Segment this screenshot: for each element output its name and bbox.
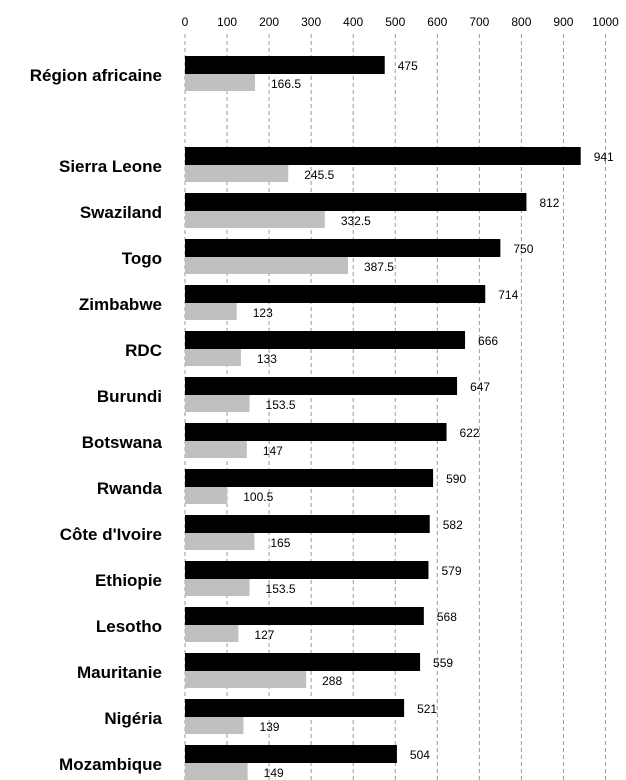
bar-grey [185,579,250,596]
x-tick-label: 1000 [592,15,619,29]
x-axis-tick-labels: 0 100 200 300 400 500 600 700 800 900 1000 [182,15,620,29]
x-tick-label: 900 [553,15,573,29]
category-label: Ethiopie [95,571,162,590]
bar-grey [185,533,255,550]
data-label-black: 559 [433,656,453,670]
data-label-grey: 147 [263,444,283,458]
data-label-grey: 149 [264,766,284,780]
category-label: Sierra Leone [59,157,162,176]
x-tick-label: 700 [469,15,489,29]
data-label-grey: 288 [322,674,342,688]
data-label-black: 622 [460,426,480,440]
data-label-black: 666 [478,334,498,348]
bar-grey [185,349,241,366]
category-label: Rwanda [97,479,163,498]
bar-grey [185,671,307,688]
data-label-grey: 387.5 [364,260,394,274]
bar-black [185,607,424,625]
bar-black [185,239,501,257]
category-label: Burundi [97,387,162,406]
data-label-grey: 153.5 [266,582,296,596]
x-tick-label: 600 [427,15,447,29]
data-label-black: 750 [513,242,533,256]
bar-black [185,285,486,303]
bar-grey [185,441,247,458]
category-label: Swaziland [80,203,162,222]
data-label-grey: 139 [259,720,279,734]
x-tick-label: 400 [343,15,363,29]
data-label-grey: 153.5 [266,398,296,412]
x-tick-label: 0 [182,15,189,29]
data-label-grey: 100.5 [243,490,273,504]
data-label-grey: 123 [253,306,273,320]
bar-grey [185,763,248,780]
data-label-black: 647 [470,380,490,394]
bar-black [185,147,581,165]
bar-black [185,377,458,395]
bar-grey [185,625,239,642]
bar-black [185,515,430,533]
bar-black [185,423,447,441]
category-label: Togo [122,249,162,268]
data-label-black: 590 [446,472,466,486]
x-tick-label: 200 [259,15,279,29]
bar-grey [185,303,237,320]
bar-grey [185,211,325,228]
category-label: Côte d'Ivoire [60,525,162,544]
data-label-black: 714 [498,288,518,302]
bar-black [185,561,429,579]
x-tick-label: 100 [217,15,237,29]
bar-black [185,699,405,717]
data-labels: 475 166.5 941 245.5 812 332.5 750 387.5 714 123 66… [243,59,614,780]
data-label-black: 504 [410,748,430,762]
category-label: Région africaine [30,66,162,85]
category-label: RDC [125,341,162,360]
data-label-grey: 133 [257,352,277,366]
category-label: Lesotho [96,617,162,636]
data-label-grey: 165 [270,536,290,550]
x-tick-label: 800 [511,15,531,29]
bar-black [185,745,397,763]
bar-black [185,653,421,671]
data-label-black: 582 [443,518,463,532]
category-label: Mozambique [59,755,162,774]
x-tick-label: 500 [385,15,405,29]
data-label-grey: 127 [254,628,274,642]
bar-black [185,56,385,74]
data-label-black: 941 [594,150,614,164]
bars [185,56,581,780]
bar-grey [185,74,256,91]
data-label-grey: 245.5 [304,168,334,182]
data-label-black: 812 [539,196,559,210]
bar-grey [185,395,250,412]
category-label: Zimbabwe [79,295,162,314]
bar-grey [185,257,348,274]
bar-grey [185,165,289,182]
category-label: Mauritanie [77,663,162,682]
data-label-black: 579 [441,564,461,578]
bar-black [185,331,466,349]
bar-grey [185,717,244,734]
bar-grey [185,487,228,504]
category-label: Nigéria [104,709,162,728]
category-label: Botswana [82,433,163,452]
x-tick-label: 300 [301,15,321,29]
data-label-grey: 332.5 [341,214,371,228]
data-label-black: 521 [417,702,437,716]
bar-black [185,193,527,211]
category-labels: Région africaine Sierra Leone Swaziland Tog… [30,66,163,774]
data-label-black: 568 [437,610,457,624]
bar-black [185,469,434,487]
data-label-grey: 166.5 [271,77,301,91]
data-label-black: 475 [398,59,418,73]
